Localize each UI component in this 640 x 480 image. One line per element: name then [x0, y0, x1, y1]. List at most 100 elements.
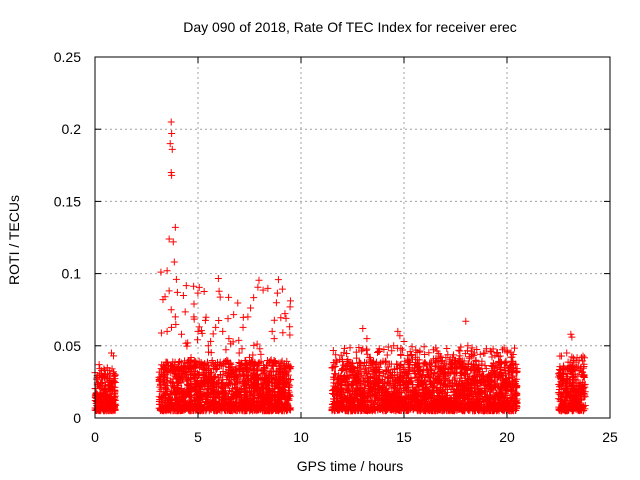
y-tick-label: 0	[73, 410, 81, 426]
data-point	[250, 341, 258, 349]
data-point	[343, 375, 351, 383]
data-point	[171, 223, 179, 231]
data-point	[247, 304, 255, 312]
data-point	[470, 351, 478, 359]
y-tick-label: 0.25	[54, 49, 81, 65]
data-point	[191, 363, 199, 371]
data-point	[572, 389, 580, 397]
data-point	[474, 365, 482, 373]
data-point	[456, 405, 464, 413]
data-point	[572, 376, 580, 384]
data-point	[369, 374, 377, 382]
data-point	[99, 389, 107, 397]
data-point	[341, 380, 349, 388]
data-point	[356, 359, 364, 367]
y-tick-label: 0.2	[62, 121, 82, 137]
data-point	[163, 267, 171, 275]
data-point	[235, 349, 243, 357]
data-point	[161, 398, 169, 406]
data-point	[420, 378, 428, 386]
data-point	[427, 389, 435, 397]
data-point	[342, 395, 350, 403]
data-point	[169, 238, 177, 246]
data-point	[215, 361, 223, 369]
data-point	[331, 370, 339, 378]
data-point	[566, 383, 574, 391]
data-point	[106, 374, 114, 382]
data-point	[197, 359, 205, 367]
data-point	[204, 342, 212, 350]
data-point	[209, 386, 217, 394]
data-point	[475, 391, 483, 399]
data-point	[268, 327, 276, 335]
data-point	[421, 407, 429, 415]
data-point	[563, 349, 571, 357]
data-point	[427, 381, 435, 389]
data-point	[336, 391, 344, 399]
data-point	[398, 346, 406, 354]
data-point	[360, 395, 368, 403]
data-point	[183, 342, 191, 350]
data-point	[438, 387, 446, 395]
data-point	[110, 352, 118, 360]
data-point	[225, 293, 233, 301]
data-point	[212, 323, 220, 331]
data-point	[157, 268, 165, 276]
data-point	[462, 317, 470, 325]
data-point	[201, 404, 209, 412]
data-point	[101, 366, 109, 374]
data-point	[352, 373, 360, 381]
data-point	[284, 392, 292, 400]
data-point	[412, 353, 420, 361]
data-point	[447, 361, 455, 369]
data-point	[461, 370, 469, 378]
data-point	[483, 397, 491, 405]
data-point	[286, 331, 294, 339]
data-point	[459, 360, 467, 368]
data-point	[197, 403, 205, 411]
data-point	[163, 388, 171, 396]
data-point	[457, 343, 465, 351]
data-point	[507, 407, 515, 415]
data-point	[198, 369, 206, 377]
data-point	[391, 365, 399, 373]
data-point	[484, 407, 492, 415]
data-point	[504, 379, 512, 387]
data-point	[202, 313, 210, 321]
data-point	[436, 380, 444, 388]
data-point	[229, 338, 237, 346]
data-point	[510, 392, 518, 400]
data-point	[236, 365, 244, 373]
data-point	[190, 313, 198, 321]
data-point	[498, 391, 506, 399]
chart-title: Day 090 of 2018, Rate Of TEC Index for r…	[183, 19, 517, 35]
data-point	[223, 372, 231, 380]
data-point	[362, 404, 370, 412]
data-point	[342, 363, 350, 371]
data-point	[375, 345, 383, 353]
data-point	[434, 388, 442, 396]
data-point	[214, 274, 222, 282]
data-point	[442, 394, 450, 402]
data-point	[427, 365, 435, 373]
data-point	[110, 406, 118, 414]
data-point	[168, 379, 176, 387]
data-point	[456, 377, 464, 385]
data-point	[264, 373, 272, 381]
data-point	[185, 357, 193, 365]
data-point	[513, 382, 521, 390]
data-point	[259, 367, 267, 375]
x-tick-label: 5	[194, 429, 202, 445]
data-point	[488, 366, 496, 374]
data-point	[357, 390, 365, 398]
data-point	[267, 356, 275, 364]
data-point	[417, 391, 425, 399]
data-point	[164, 382, 172, 390]
data-point	[383, 351, 391, 359]
data-point	[239, 367, 247, 375]
data-point	[464, 342, 472, 350]
data-point	[390, 342, 398, 350]
data-point	[580, 371, 587, 379]
data-point	[201, 377, 209, 385]
data-point	[367, 364, 375, 372]
